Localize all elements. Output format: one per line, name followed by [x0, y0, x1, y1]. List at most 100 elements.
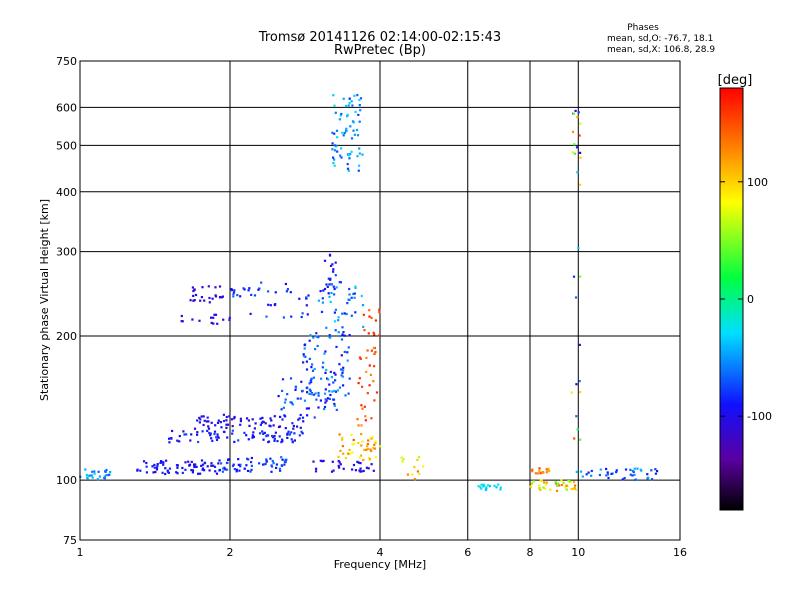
- data-point: [338, 118, 341, 121]
- data-point: [281, 389, 284, 392]
- data-point: [178, 435, 181, 438]
- data-point: [254, 422, 257, 425]
- data-point: [317, 391, 320, 395]
- data-point: [216, 435, 219, 438]
- y-axis-ticks: 75 100 200 300 400 500 600 750: [56, 55, 77, 547]
- data-point: [214, 286, 217, 289]
- data-point: [371, 436, 374, 439]
- data-point: [353, 133, 356, 136]
- data-point: [347, 169, 350, 172]
- data-point: [544, 487, 547, 490]
- y-tick-label: 600: [56, 101, 77, 114]
- data-point: [261, 416, 264, 419]
- data-point: [366, 349, 369, 352]
- data-point: [350, 314, 353, 317]
- data-point: [482, 485, 485, 488]
- data-point: [539, 472, 542, 475]
- data-point: [338, 363, 341, 366]
- data-point: [341, 375, 344, 378]
- data-point: [271, 459, 274, 463]
- data-point: [303, 343, 307, 346]
- data-point: [303, 347, 306, 350]
- data-point: [250, 293, 253, 296]
- data-point: [176, 439, 179, 442]
- data-point: [250, 461, 253, 464]
- data-point: [226, 423, 230, 426]
- data-point: [339, 114, 342, 117]
- y-tick-label: 750: [56, 55, 77, 68]
- data-point: [317, 299, 320, 302]
- data-point: [538, 469, 541, 472]
- data-point: [340, 354, 343, 357]
- data-point: [190, 433, 193, 436]
- data-point: [341, 445, 344, 448]
- data-point: [349, 153, 352, 156]
- data-point: [327, 378, 330, 381]
- data-point: [274, 431, 277, 434]
- data-point: [497, 483, 500, 486]
- data-point: [317, 406, 320, 409]
- data-point: [265, 460, 268, 463]
- data-point: [358, 147, 361, 150]
- data-point: [349, 125, 352, 128]
- colorbar-ticks: 100 0 -100: [720, 176, 772, 423]
- data-point: [362, 469, 365, 473]
- data-point: [480, 483, 483, 486]
- data-point: [576, 171, 579, 174]
- data-point: [305, 360, 308, 363]
- data-point: [621, 478, 624, 481]
- data-point: [248, 287, 251, 290]
- data-point: [250, 456, 253, 460]
- data-point: [289, 377, 293, 380]
- data-point: [323, 287, 327, 291]
- data-point: [624, 468, 628, 471]
- data-point: [283, 463, 286, 466]
- data-point: [232, 295, 235, 298]
- data-point: [370, 463, 373, 466]
- data-point: [356, 94, 359, 97]
- data-point: [90, 474, 93, 477]
- data-point: [335, 129, 339, 132]
- data-point: [275, 463, 278, 466]
- data-point: [610, 472, 613, 475]
- data-point: [599, 468, 602, 471]
- data-point: [219, 421, 222, 424]
- data-point: [178, 440, 181, 443]
- data-point: [190, 469, 193, 472]
- data-point: [97, 470, 100, 473]
- data-point: [247, 289, 250, 292]
- data-point: [308, 357, 311, 360]
- data-point: [195, 465, 198, 468]
- data-point: [269, 457, 272, 460]
- data-point: [284, 282, 287, 286]
- data-point: [358, 469, 361, 472]
- data-point: [350, 296, 353, 299]
- data-point: [232, 463, 235, 466]
- data-point: [332, 161, 335, 165]
- data-point: [228, 318, 231, 321]
- data-point: [232, 293, 235, 296]
- data-point: [198, 416, 201, 419]
- data-point: [211, 439, 214, 442]
- data-point: [290, 401, 293, 404]
- data-point: [368, 364, 371, 367]
- data-point: [575, 146, 579, 149]
- data-point: [328, 253, 332, 256]
- data-point: [176, 464, 179, 467]
- data-point: [348, 377, 351, 380]
- colorbar-tick-label: 100: [747, 176, 768, 189]
- data-point: [281, 458, 284, 461]
- data-point: [361, 153, 364, 156]
- data-point: [279, 469, 282, 472]
- data-point: [201, 467, 205, 470]
- data-point: [193, 427, 197, 430]
- data-point: [571, 130, 575, 133]
- data-point: [225, 426, 228, 429]
- data-point: [605, 474, 608, 477]
- data-point: [201, 468, 204, 471]
- data-point: [257, 288, 260, 291]
- data-point: [191, 318, 194, 321]
- data-point: [374, 350, 377, 354]
- data-point: [540, 479, 543, 482]
- data-point: [247, 419, 250, 422]
